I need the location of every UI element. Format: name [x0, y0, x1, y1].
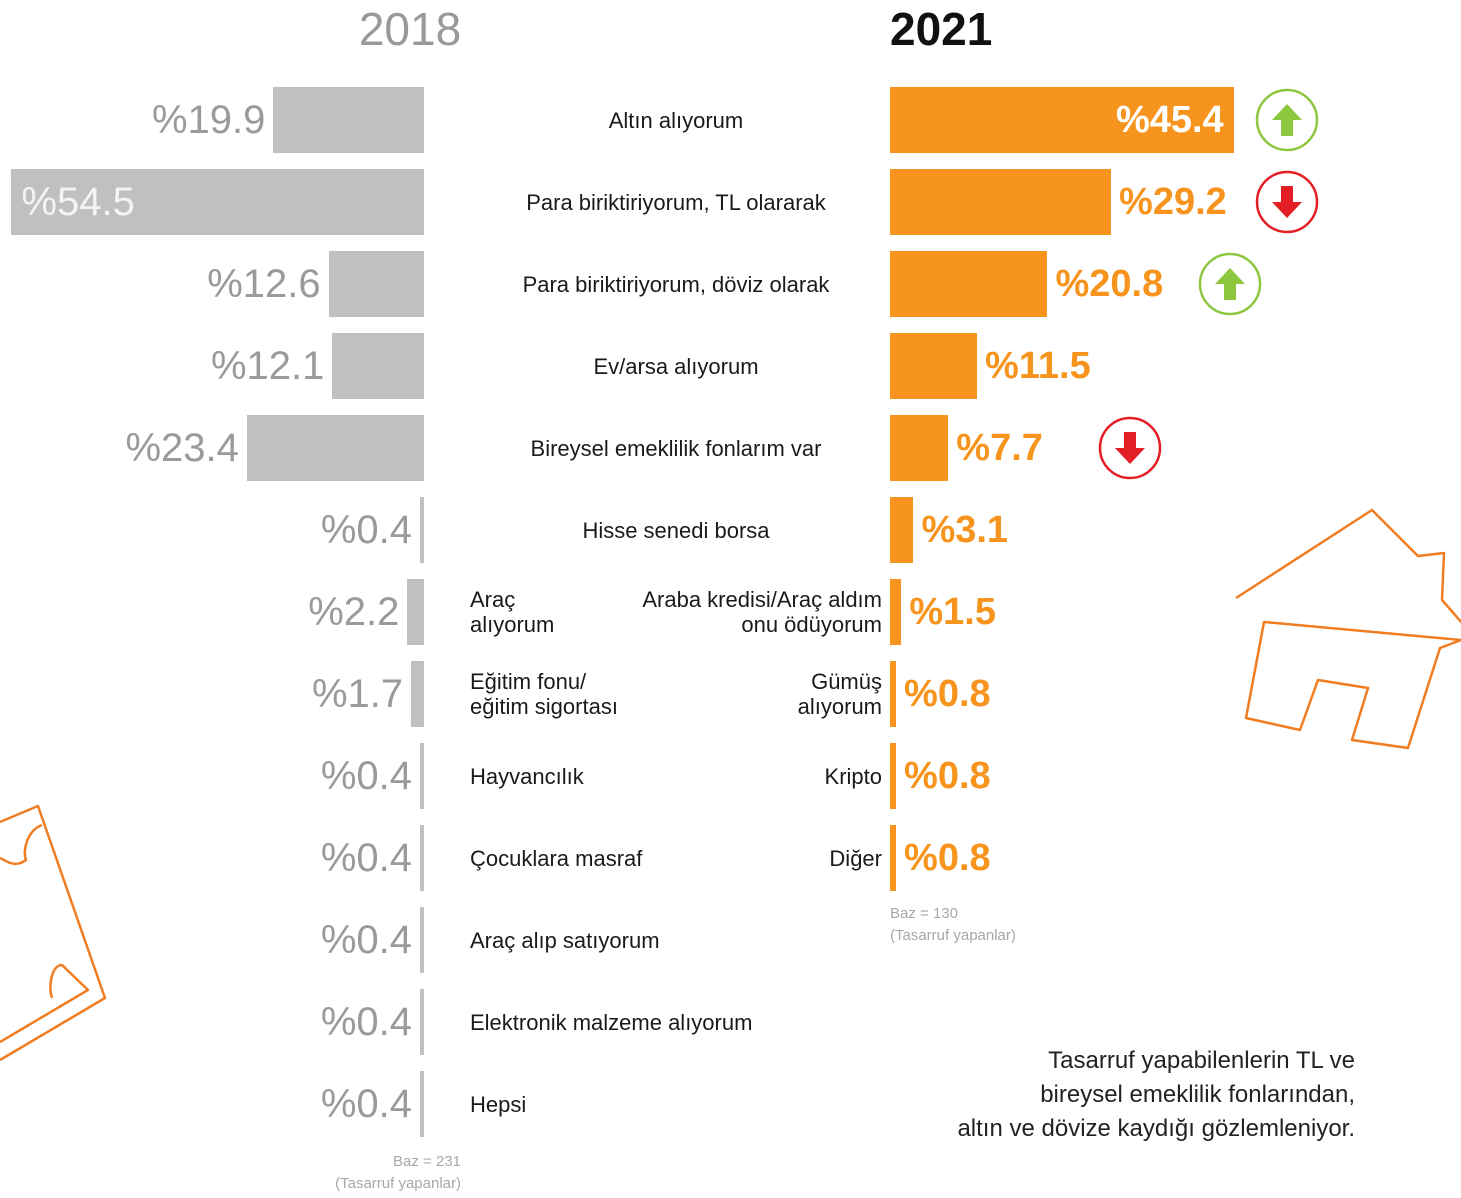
- bar: [420, 825, 424, 891]
- category-label: Diğer: [829, 845, 882, 871]
- trend-down-icon: [1098, 416, 1162, 480]
- category-label: Gümüş alıyorum: [797, 669, 882, 719]
- base-note: Baz = 231: [393, 1153, 461, 1170]
- value-label: %0.8: [904, 673, 991, 715]
- value-label: %0.8: [904, 755, 991, 797]
- bar: [890, 497, 914, 563]
- value-label: %0.8: [904, 837, 991, 879]
- value-label: %3.1: [921, 509, 1009, 551]
- value-label: %0.4: [320, 836, 412, 880]
- value-label: %0.4: [320, 508, 412, 552]
- value-label: %45.4: [1115, 99, 1224, 141]
- category-label: Çocuklara masraf: [470, 845, 643, 871]
- bar: [420, 1071, 424, 1137]
- base-note: Baz = 130: [890, 905, 958, 922]
- bar: [420, 743, 424, 809]
- value-label: %0.4: [320, 918, 412, 962]
- bar: [420, 497, 424, 563]
- ticket-outline: [0, 804, 107, 1062]
- category-label: Para biriktiriyorum, döviz olarak: [522, 271, 830, 297]
- value-label: %54.5: [21, 180, 135, 224]
- bar: [246, 415, 424, 481]
- bar: [890, 743, 897, 809]
- category-label: Ev/arsa alıyorum: [593, 353, 759, 379]
- category-label: Hayvancılık: [470, 763, 584, 789]
- bar: [890, 87, 1234, 153]
- bar: [407, 579, 424, 645]
- trend-up-icon: [1255, 88, 1319, 152]
- bar: [273, 87, 424, 153]
- bar: [890, 661, 897, 727]
- bar: [890, 169, 1112, 235]
- bar: [411, 661, 424, 727]
- category-label: Para biriktiriyorum, TL olararak: [526, 189, 826, 215]
- value-label: %2.2: [308, 590, 400, 634]
- value-label: %23.4: [125, 426, 239, 470]
- value-label: %1.7: [311, 672, 404, 716]
- category-label: Kripto: [824, 763, 882, 789]
- bar: [890, 415, 949, 481]
- category-label: Araç alıyorum: [470, 587, 555, 637]
- bar: [890, 579, 902, 645]
- category-label: Elektronik malzeme alıyorum: [470, 1009, 753, 1035]
- trend-down-icon: [1255, 170, 1319, 234]
- category-label: Araç alıp satıyorum: [470, 927, 660, 953]
- category-label: Bireysel emeklilik fonlarım var: [530, 435, 822, 461]
- title-2021: 2021: [890, 3, 993, 55]
- bar: [11, 169, 424, 235]
- value-label: %11.5: [985, 345, 1091, 387]
- bar: [332, 333, 424, 399]
- caption: Tasarruf yapabilenlerin TL ve bireysel e…: [957, 1047, 1355, 1142]
- value-label: %29.2: [1119, 181, 1227, 223]
- value-label: %0.4: [320, 754, 412, 798]
- category-label: Altın alıyorum: [608, 107, 744, 133]
- bar: [890, 251, 1048, 317]
- value-label: %12.6: [207, 262, 321, 306]
- base-note: (Tasarruf yapanlar): [335, 1175, 461, 1192]
- trend-up-icon: [1198, 252, 1262, 316]
- value-label: %19.9: [151, 98, 266, 142]
- bar: [890, 825, 897, 891]
- value-label: %12.1: [210, 344, 325, 388]
- value-label: %20.8: [1055, 263, 1164, 305]
- value-label: %0.4: [320, 1082, 412, 1126]
- bar: [420, 989, 424, 1055]
- title-2018: 2018: [358, 3, 462, 55]
- bar: [420, 907, 424, 973]
- base-note: (Tasarruf yapanlar): [890, 927, 1016, 944]
- category-label: Eğitim fonu/ eğitim sigortası: [470, 669, 618, 719]
- category-label: Hepsi: [470, 1091, 527, 1117]
- bar: [890, 333, 978, 399]
- house-outline: [1235, 508, 1461, 750]
- category-label: Araba kredisi/Araç aldım onu ödüyorum: [642, 587, 882, 637]
- value-label: %7.7: [956, 427, 1043, 469]
- category-label: Hisse senedi borsa: [582, 517, 770, 543]
- value-label: %1.5: [909, 591, 996, 633]
- bar: [328, 251, 424, 317]
- value-label: %0.4: [320, 1000, 412, 1044]
